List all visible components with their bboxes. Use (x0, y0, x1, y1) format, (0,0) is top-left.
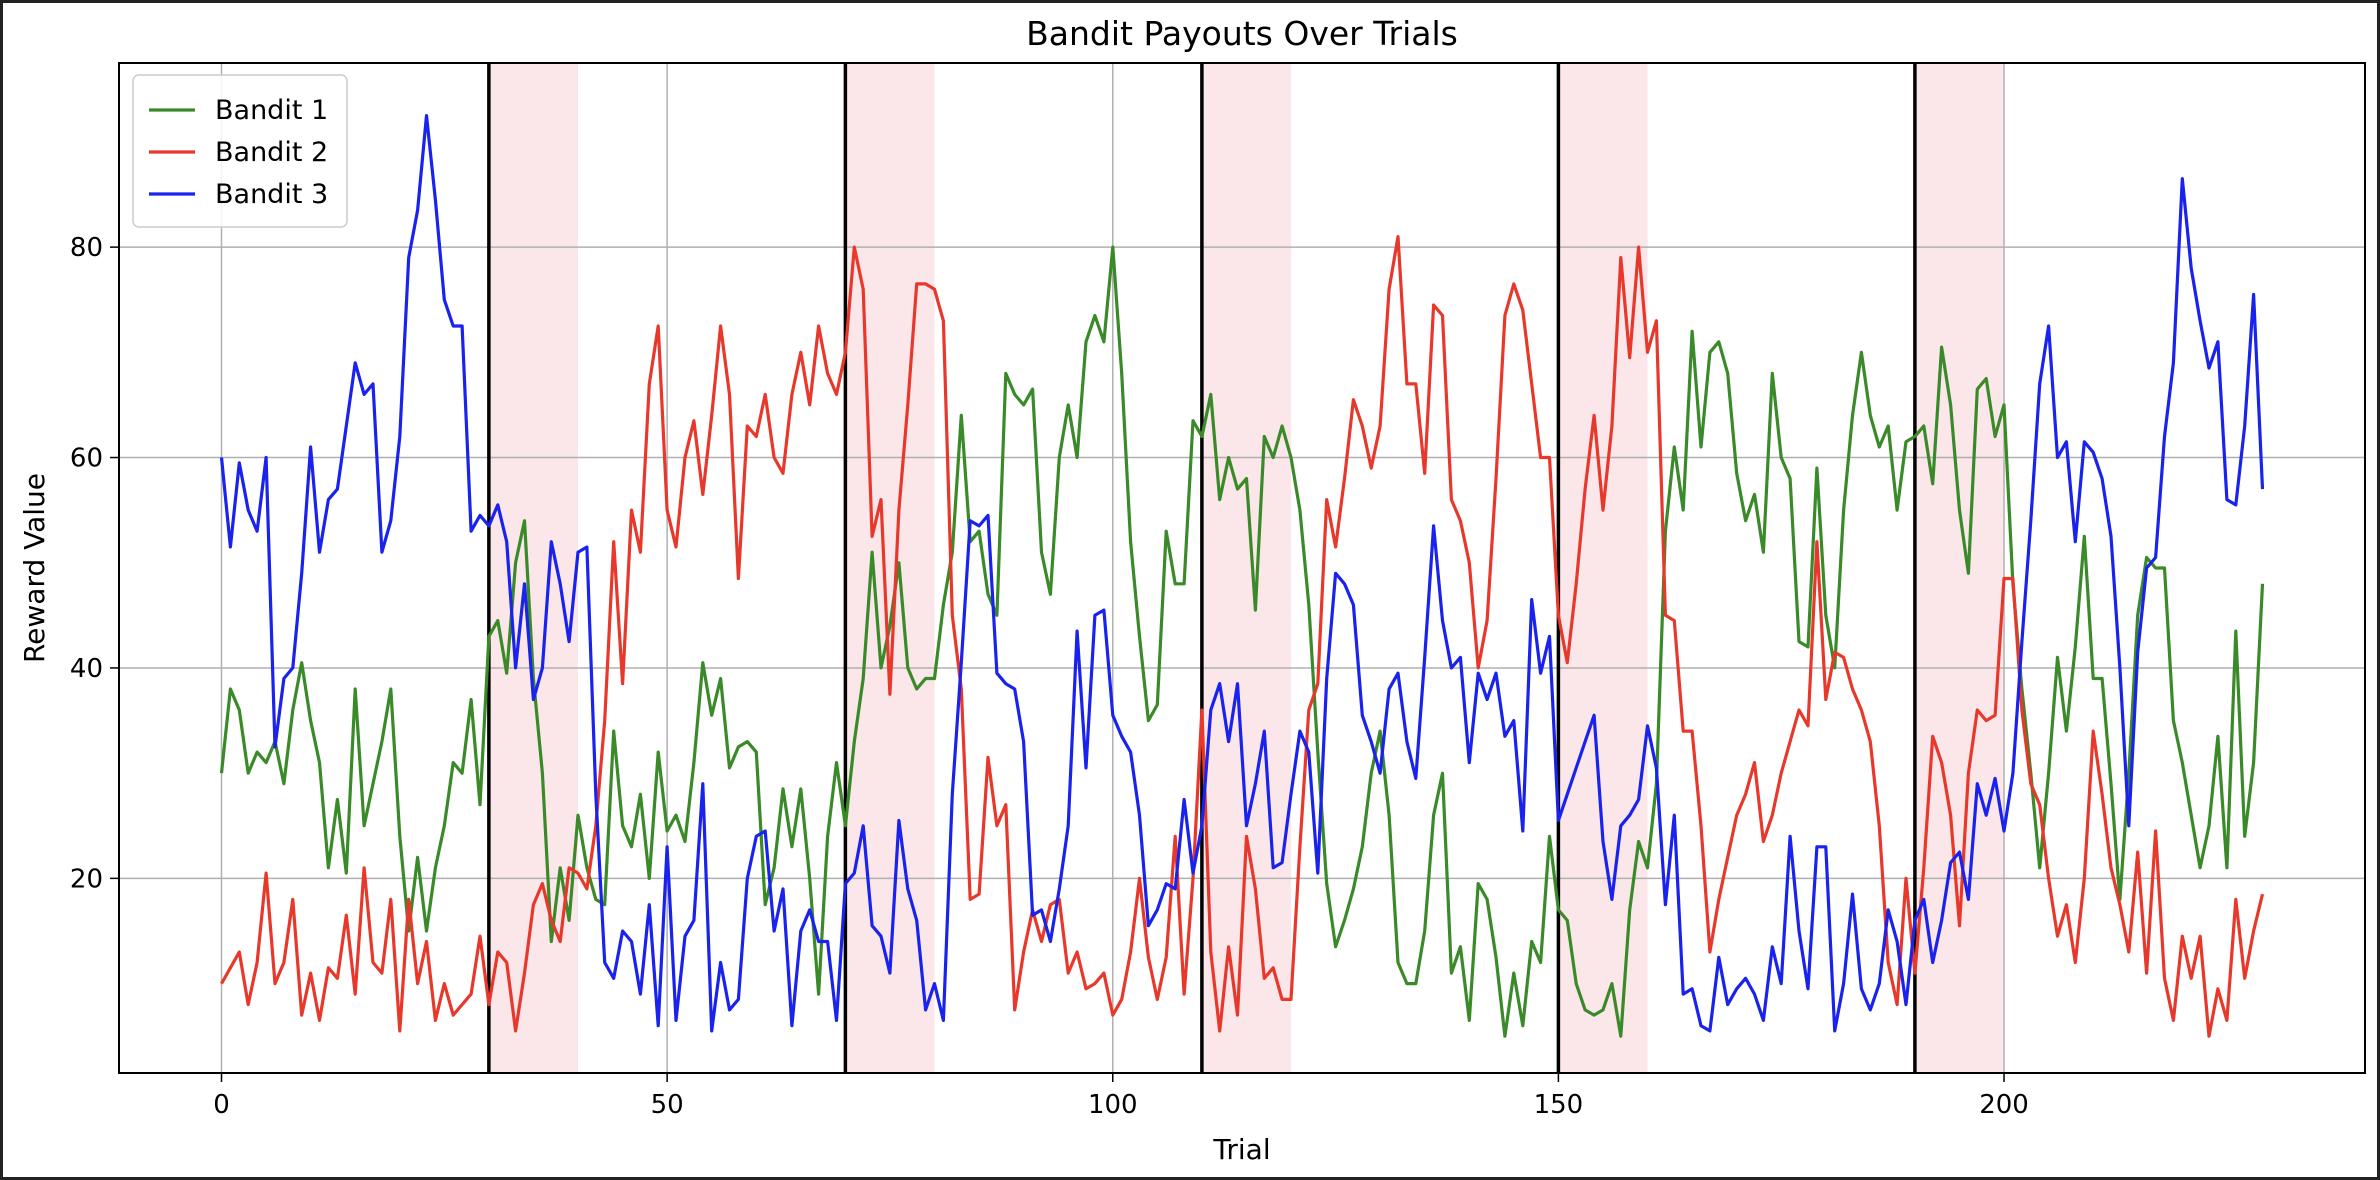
x-tick-label: 150 (1534, 1090, 1584, 1120)
shaded-span (1201, 63, 1292, 1073)
legend-box (132, 74, 348, 228)
y-tick-label: 80 (70, 233, 103, 263)
legend: Bandit 1 Bandit 2 Bandit 3 (132, 74, 348, 228)
x-tick-label: 200 (1979, 1090, 2029, 1120)
legend-label: Bandit 2 (215, 137, 328, 168)
plot-area-border (118, 62, 2366, 1074)
shaded-span (1558, 63, 1648, 1073)
shaded-span (845, 63, 935, 1073)
x-tick-label: 0 (213, 1090, 230, 1120)
chart-title: Bandit Payouts Over Trials (1026, 14, 1458, 53)
y-tick-label: 60 (70, 444, 103, 474)
x-axis-label: Trial (1212, 1133, 1270, 1166)
series-line-bandit-2 (220, 235, 2265, 1038)
y-tick-label: 20 (70, 864, 103, 894)
series-line-bandit-1 (219, 245, 2265, 1038)
y-axis-label: Reward Value (18, 473, 51, 663)
shaded-span (488, 63, 579, 1073)
x-tick-label: 100 (1088, 1090, 1138, 1120)
legend-label: Bandit 3 (215, 179, 328, 210)
x-tick-label: 50 (651, 1090, 684, 1120)
y-tick-label: 40 (70, 654, 103, 684)
bandit-line-chart: 0 50 100 150 200 20 40 60 80 Bandit Payouts Over… (18, 14, 2366, 1166)
legend-label: Bandit 1 (215, 95, 328, 126)
series-line-bandit-3 (219, 114, 2265, 1033)
